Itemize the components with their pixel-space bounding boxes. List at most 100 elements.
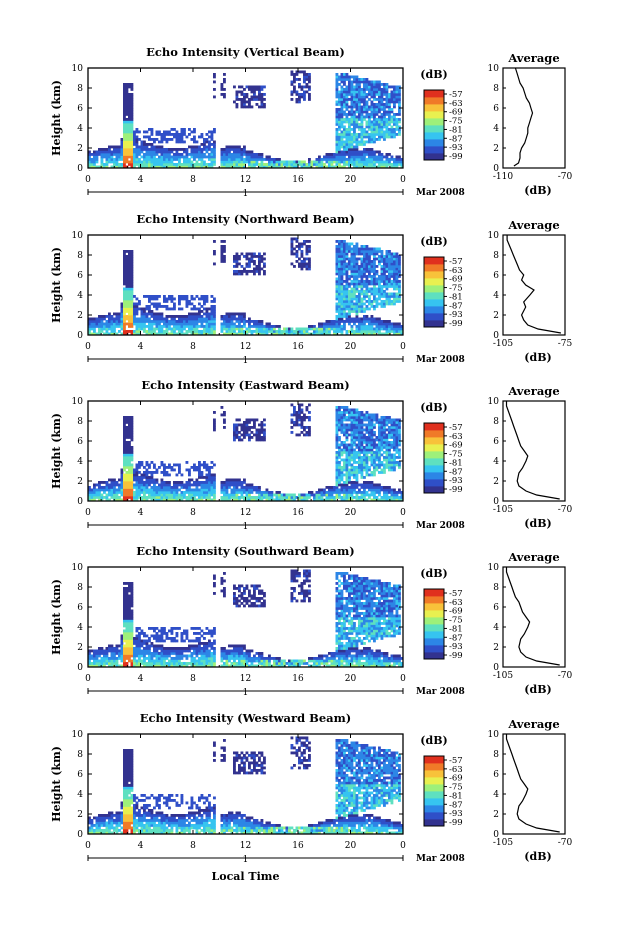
heatmap-cell [175, 320, 179, 323]
heatmap-cell [240, 426, 244, 429]
heatmap-cell [140, 317, 144, 321]
heatmap-cell [363, 262, 366, 266]
x-tick-label: 12 [240, 342, 251, 352]
heatmap-cell [340, 130, 344, 134]
heatmap-cell [250, 488, 254, 492]
heatmap-cell [255, 488, 259, 492]
heatmap-cell [308, 80, 311, 84]
heatmap-cell [153, 486, 156, 489]
heatmap-cell [385, 100, 389, 104]
heatmap-cell [270, 491, 274, 494]
heatmap-cell [395, 257, 399, 261]
heatmap-cell [108, 320, 111, 323]
heatmap-cell [178, 466, 181, 469]
heatmap-cell [300, 496, 304, 499]
heatmap-cell [353, 88, 356, 91]
heatmap-cell [338, 158, 341, 161]
heatmap-cell [123, 332, 126, 336]
heatmap-cell [233, 160, 236, 164]
heatmap-cell [360, 463, 364, 467]
heatmap-cell [208, 322, 211, 326]
heatmap-cell [363, 115, 366, 119]
heatmap-cell [255, 322, 259, 326]
heatmap-cell [350, 128, 354, 131]
heatmap-cell [260, 421, 264, 424]
heatmap-cell [305, 83, 309, 86]
heatmap-cell [160, 138, 164, 141]
heatmap-cell [95, 488, 99, 492]
heatmap-cell [353, 305, 356, 308]
heatmap-cell [168, 463, 171, 467]
heatmap-cell [130, 155, 134, 159]
heatmap-cell [128, 140, 131, 144]
heatmap-cell [345, 158, 349, 161]
heatmap-cell [205, 330, 209, 333]
heatmap-cell [248, 270, 251, 273]
heatmap-cell [183, 158, 186, 161]
heatmap-cell [240, 496, 244, 499]
heatmap-cell [200, 310, 204, 313]
heatmap-cell [123, 446, 126, 449]
heatmap-cell [130, 438, 134, 442]
heatmap-cell [358, 295, 361, 298]
heatmap-cell [238, 315, 241, 318]
heatmap-cell [153, 138, 156, 141]
heatmap-cell [353, 287, 356, 291]
heatmap-cell [188, 491, 191, 494]
heatmap-cell [290, 327, 294, 331]
heatmap-cell [205, 307, 209, 311]
heatmap-cell [160, 140, 164, 144]
colorbar-swatch [424, 320, 444, 328]
heatmap-cell [255, 433, 259, 437]
heatmap-cell [358, 330, 361, 333]
heatmap-cell [258, 255, 261, 258]
heatmap-cell [123, 275, 126, 278]
heatmap-cell [138, 317, 141, 321]
heatmap-cell [95, 325, 99, 328]
heatmap-cell [398, 285, 401, 288]
chart-panel-2: Echo Intensity (Northward Beam)0246810He… [50, 212, 573, 366]
heatmap-cell [240, 483, 244, 487]
heatmap-cell [253, 155, 256, 159]
heatmap-cell [358, 163, 361, 166]
heatmap-cell [370, 105, 374, 109]
heatmap-cell [125, 496, 129, 499]
heatmap-cell [338, 327, 341, 331]
heatmap-cell [235, 158, 239, 161]
heatmap-cell [203, 320, 206, 323]
chart-panel-1: Echo Intensity (Vertical Beam)0246810Hei… [50, 45, 573, 199]
heatmap-cell [270, 493, 274, 497]
heatmap-cell [108, 491, 111, 494]
heatmap-cell [180, 486, 184, 489]
heatmap-cell [120, 150, 124, 154]
heatmap-cell [348, 135, 351, 139]
heatmap-cell [345, 478, 349, 482]
heatmap-cell [190, 317, 194, 321]
heatmap-cell [245, 330, 249, 333]
heatmap-cell [118, 483, 121, 487]
heatmap-cell [370, 95, 374, 99]
heatmap-cell [213, 498, 216, 502]
heatmap-cell [198, 148, 201, 151]
heatmap-cell [295, 330, 299, 333]
heatmap-cell [348, 302, 351, 306]
heatmap-cell [370, 115, 374, 119]
heatmap-cell [155, 148, 159, 151]
heatmap-cell [338, 120, 341, 124]
heatmap-cell [393, 300, 396, 303]
heatmap-cell [335, 423, 339, 427]
heatmap-cell [108, 158, 111, 161]
heatmap-cell [260, 496, 264, 499]
heatmap-cell [128, 320, 131, 323]
heatmap-cell [178, 302, 181, 306]
avg-x-tick-label: -110 [493, 172, 513, 182]
heatmap-cell [293, 265, 296, 268]
heatmap-cell [193, 130, 196, 134]
heatmap-cell [328, 493, 331, 497]
heatmap-cell [128, 118, 131, 121]
heatmap-cell [300, 165, 304, 169]
heatmap-cell [400, 165, 404, 169]
heatmap-cell [138, 163, 141, 166]
heatmap-cell [353, 438, 356, 442]
heatmap-cell [353, 423, 356, 427]
